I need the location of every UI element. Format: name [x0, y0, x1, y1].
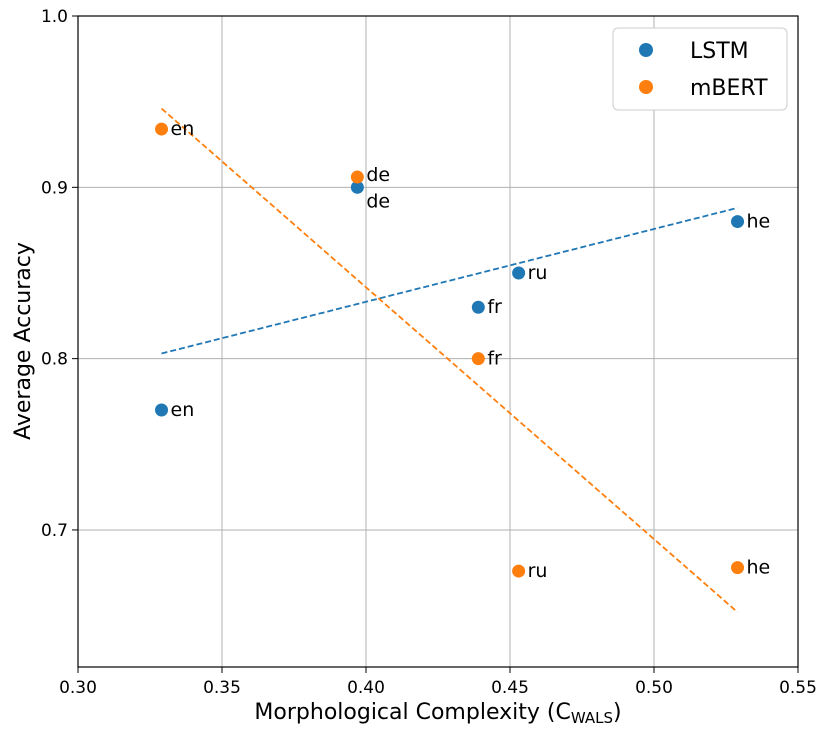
point-lstm-ru	[512, 266, 526, 280]
x-tick-label: 0.40	[347, 678, 385, 698]
y-tick-label: 0.8	[41, 350, 68, 370]
legend-box	[612, 27, 788, 111]
y-tick-label: 0.9	[41, 178, 68, 198]
x-axis-label: Morphological Complexity (CWALS)	[254, 700, 621, 727]
x-tick-label: 0.35	[203, 678, 241, 698]
trend-line-mbert	[160, 107, 739, 613]
point-label-lstm-fr: fr	[487, 296, 502, 318]
axis-ticks: 0.30 0.35 0.40 0.45 0.50 0.55 0.7 0.8 0.9 1.0	[41, 7, 817, 698]
x-axis-label-subscript: WALS	[571, 709, 613, 727]
legend-label-lstm: LSTM	[690, 39, 749, 64]
point-label-mbert-fr: fr	[487, 348, 502, 370]
point-lstm-de	[350, 180, 364, 194]
point-label-lstm-ru: ru	[528, 262, 548, 284]
grid-lines	[77, 15, 799, 667]
x-tick-label: 0.55	[779, 678, 817, 698]
x-axis-label-main: Morphological Complexity (C	[254, 700, 570, 725]
trend-lines	[160, 107, 739, 613]
point-label-mbert-de: de	[366, 164, 390, 186]
point-lstm-fr	[471, 300, 485, 314]
plot-area-frame	[77, 15, 799, 668]
legend-label-mbert: mBERT	[690, 76, 768, 101]
x-tick-label: 0.30	[59, 678, 97, 698]
data-points	[155, 122, 745, 578]
trend-line-lstm	[161, 207, 738, 355]
point-mbert-de	[350, 170, 364, 184]
point-label-lstm-de: de	[366, 190, 390, 212]
x-axis-label-close: )	[613, 700, 622, 725]
x-tick-label: 0.45	[491, 678, 529, 698]
y-axis-label: Average Accuracy	[11, 242, 36, 440]
x-tick-label: 0.50	[635, 678, 673, 698]
y-tick-label: 0.7	[41, 521, 68, 541]
legend: LSTM mBERT	[612, 27, 788, 111]
legend-marker-mbert	[639, 80, 653, 94]
point-label-mbert-en: en	[171, 118, 195, 140]
point-label-lstm-he: he	[747, 211, 771, 233]
point-mbert-fr	[471, 352, 485, 366]
point-labels: en de fr ru he en de fr ru he	[171, 118, 771, 582]
point-mbert-en	[155, 122, 169, 136]
point-lstm-he	[731, 215, 745, 229]
point-mbert-ru	[512, 564, 526, 578]
point-label-mbert-ru: ru	[528, 560, 548, 582]
legend-marker-lstm	[639, 43, 653, 57]
point-label-mbert-he: he	[747, 557, 771, 579]
point-mbert-he	[731, 561, 745, 575]
point-lstm-en	[155, 403, 169, 417]
y-tick-label: 1.0	[41, 7, 68, 27]
point-label-lstm-en: en	[171, 399, 195, 421]
